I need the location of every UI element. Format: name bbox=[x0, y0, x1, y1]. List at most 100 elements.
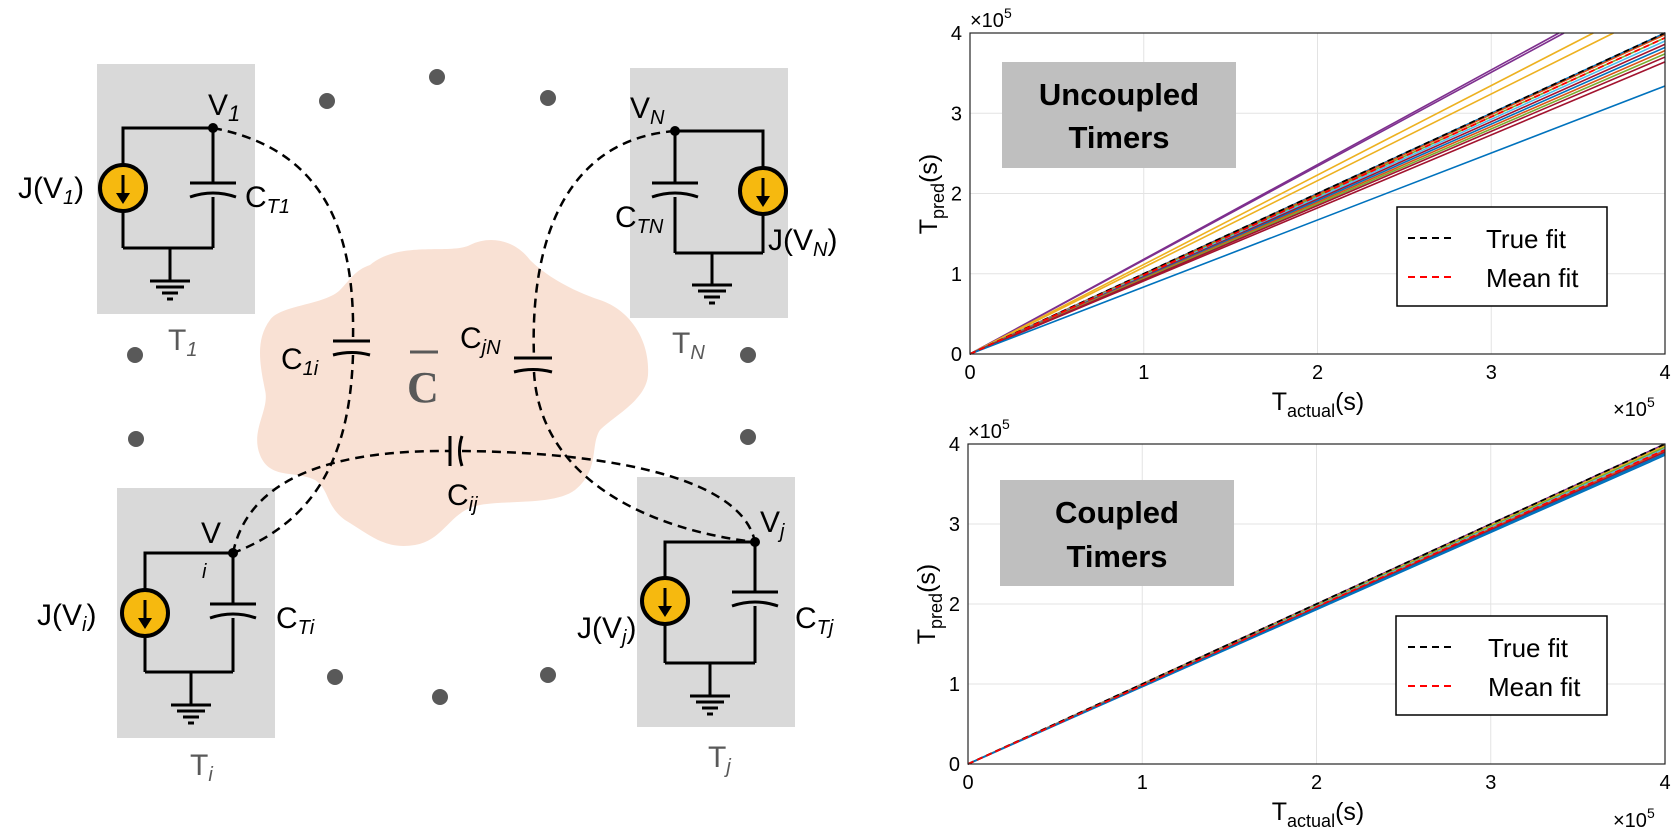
timer-label: Tj bbox=[708, 741, 731, 778]
coupling-c1i-label: C1i bbox=[281, 343, 319, 380]
x-tick-label: 0 bbox=[964, 362, 975, 384]
y-axis-label: Tpred(s) bbox=[915, 154, 948, 234]
dot bbox=[740, 347, 756, 363]
cap-label: CTi bbox=[276, 602, 315, 639]
node-label: Vj bbox=[760, 506, 785, 543]
dot bbox=[432, 689, 448, 705]
wire-v1-c1i bbox=[212, 126, 355, 341]
chart-title-box: Uncoupled Timers bbox=[1002, 62, 1236, 168]
legend-mean-fit: Mean fit bbox=[1488, 672, 1581, 702]
tick-labels: 0 1 2 3 4 0 1 2 3 4 bbox=[949, 434, 1671, 794]
svg-text:C: C bbox=[407, 363, 439, 412]
cap-label: CT1 bbox=[245, 181, 290, 218]
chart-title-box: Coupled Timers bbox=[1000, 480, 1234, 586]
x-tick-label: 4 bbox=[1659, 362, 1670, 384]
x-tick-label: 2 bbox=[1312, 362, 1323, 384]
timer-label: T1 bbox=[168, 324, 197, 361]
coupling-cij-label: Cij bbox=[447, 479, 478, 516]
source-label: J(VN) bbox=[768, 224, 837, 261]
dot bbox=[319, 93, 335, 109]
x-exponent: ×105 bbox=[1613, 805, 1655, 832]
coupling-cloud bbox=[257, 240, 649, 546]
node-label: V1 bbox=[208, 89, 240, 126]
x-tick-label: 1 bbox=[1137, 772, 1148, 794]
y-tick-label: 0 bbox=[949, 754, 960, 776]
uncoupled-chart: 0 1 2 3 4 0 1 2 3 4 Uncoupled Timers True fit Mea… bbox=[915, 5, 1671, 421]
timer-label: Ti bbox=[190, 749, 213, 786]
fit-lines bbox=[969, 32, 1666, 355]
x-tick-label: 3 bbox=[1485, 772, 1496, 794]
mean-fit-line bbox=[967, 448, 1666, 765]
x-tick-label: 3 bbox=[1486, 362, 1497, 384]
cap-label: CTN bbox=[615, 201, 664, 238]
coupled-chart: 0 1 2 3 4 0 1 2 3 4 Coupled Timers True fit Mean … bbox=[913, 416, 1671, 832]
timer-tj: Vj J(Vj) CTj Tj bbox=[577, 477, 834, 778]
wire-cij-vj bbox=[461, 449, 757, 543]
dot bbox=[128, 431, 144, 447]
true-fit-line bbox=[967, 443, 1666, 765]
legend-true-fit: True fit bbox=[1486, 224, 1567, 254]
dot bbox=[327, 669, 343, 685]
coupling-matrix-symbol: C bbox=[407, 350, 439, 412]
node-sub: i bbox=[202, 561, 207, 583]
wire-vi-cij bbox=[231, 449, 451, 554]
series-line bbox=[969, 85, 1666, 355]
x-axis-label: Tactual(s) bbox=[1272, 388, 1364, 421]
timer-tn: VN J(VN) CTN TN bbox=[615, 68, 837, 364]
timer-label: TN bbox=[672, 327, 705, 364]
y-axis-label: Tpred(s) bbox=[913, 564, 946, 644]
wire-cjn-vj bbox=[532, 371, 756, 544]
true-fit-line bbox=[969, 32, 1666, 355]
x-tick-label: 2 bbox=[1311, 772, 1322, 794]
series-lines bbox=[969, 32, 1666, 355]
y-tick-label: 2 bbox=[951, 184, 962, 206]
legend-true-fit: True fit bbox=[1488, 633, 1569, 663]
x-tick-label: 1 bbox=[1138, 362, 1149, 384]
y-tick-label: 3 bbox=[951, 103, 962, 125]
coupling-capacitors bbox=[332, 339, 553, 467]
timer-t1: V1 J(V1) CT1 T1 bbox=[18, 64, 290, 361]
node-label: V bbox=[201, 517, 221, 550]
plot-frame bbox=[967, 443, 1666, 765]
coupling-wires bbox=[212, 126, 757, 555]
wire-vn-cjn bbox=[532, 129, 676, 359]
chart-title-line2: Timers bbox=[1066, 539, 1167, 574]
node-label: VN bbox=[630, 92, 665, 129]
series-line bbox=[969, 61, 1666, 355]
source-label: J(Vj) bbox=[577, 612, 636, 649]
coupling-cjn-label: CjN bbox=[460, 322, 501, 359]
x-tick-label: 4 bbox=[1659, 772, 1670, 794]
y-tick-label: 4 bbox=[949, 434, 960, 456]
series-line bbox=[969, 32, 1565, 355]
circuit-diagram: V1 J(V1) CT1 T1 VN J(VN) CTN bbox=[18, 64, 837, 786]
series-line bbox=[967, 454, 1666, 765]
dot bbox=[429, 69, 445, 85]
ellipsis-dots bbox=[127, 69, 756, 705]
y-tick-label: 3 bbox=[949, 514, 960, 536]
dot bbox=[540, 667, 556, 683]
y-exponent: ×105 bbox=[968, 416, 1010, 443]
y-exponent: ×105 bbox=[970, 5, 1012, 32]
series-line bbox=[969, 32, 1614, 355]
plot-frame bbox=[969, 32, 1666, 355]
legend: True fit Mean fit bbox=[1395, 615, 1608, 716]
y-tick-label: 1 bbox=[951, 264, 962, 286]
chart-title: Coupled bbox=[1055, 495, 1179, 530]
y-tick-label: 2 bbox=[949, 594, 960, 616]
timer-ti: V i J(Vi) CTi Ti bbox=[37, 488, 315, 786]
x-tick-label: 0 bbox=[962, 772, 973, 794]
y-tick-label: 4 bbox=[951, 23, 962, 45]
wire-c1i-vi bbox=[232, 354, 355, 555]
chart-title: Uncoupled bbox=[1039, 77, 1199, 112]
fit-lines bbox=[967, 443, 1666, 765]
series-line bbox=[969, 32, 1594, 355]
source-label: J(Vi) bbox=[37, 599, 96, 636]
legend-mean-fit: Mean fit bbox=[1486, 263, 1579, 293]
chart-title-line2: Timers bbox=[1068, 120, 1169, 155]
y-tick-label: 0 bbox=[951, 344, 962, 366]
cap-label: CTj bbox=[795, 602, 834, 639]
dot bbox=[540, 90, 556, 106]
tick-labels: 0 1 2 3 4 0 1 2 3 4 bbox=[951, 23, 1671, 384]
y-tick-label: 1 bbox=[949, 674, 960, 696]
